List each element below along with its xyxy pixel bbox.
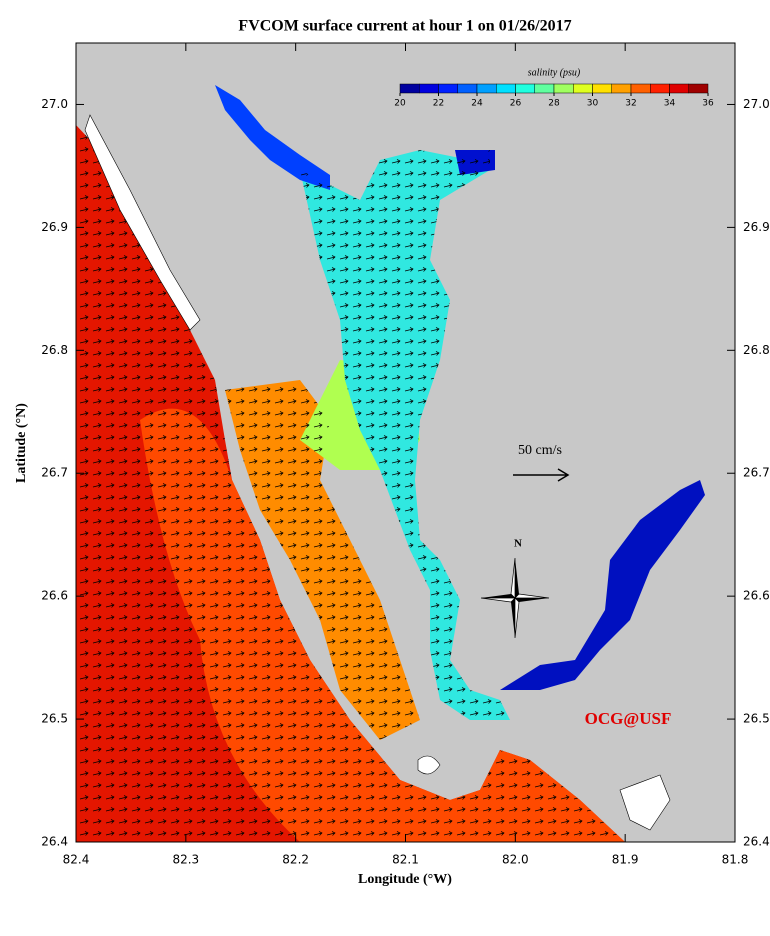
x-tick-label: 82.4 (63, 853, 90, 867)
current-vectors (225, 150, 510, 740)
y-tick-label: 26.8 (743, 343, 770, 357)
x-tick-label: 82.3 (172, 853, 199, 867)
y-axis-label: Latitude (°N) (14, 403, 29, 483)
y-tick-label: 26.7 (743, 466, 770, 480)
colorbar-label: salinity (psu) (528, 67, 581, 78)
colorbar-bin (630, 83, 651, 94)
colorbar-bin (592, 83, 612, 94)
colorbar-bin (419, 83, 439, 94)
map-area (76, 43, 735, 842)
compass: N (480, 538, 550, 639)
colorbar-bin (496, 83, 516, 94)
y-tick-label: 26.4 (743, 835, 770, 849)
river-water (215, 85, 330, 190)
x-axis-label: Longitude (°W) (358, 872, 452, 887)
colorbar-bin (650, 83, 670, 94)
colorbar-tick-label: 34 (664, 99, 676, 109)
y-tick-label: 26.9 (743, 220, 770, 234)
title: FVCOM surface current at hour 1 on 01/26… (238, 18, 571, 35)
island (417, 755, 441, 775)
y-tick-label: 26.9 (41, 220, 68, 234)
scale-arrow-shape (513, 468, 570, 482)
colorbar-bin (399, 83, 420, 94)
y-tick-label: 27.0 (743, 97, 770, 111)
y-tick-label: 26.8 (41, 343, 68, 357)
colorbar-tick-label: 36 (702, 99, 714, 109)
colorbar-bin (611, 83, 632, 94)
colorbar-bin (688, 83, 709, 94)
x-tick-label: 81.8 (722, 853, 749, 867)
y-tick-label: 27.0 (41, 97, 68, 111)
y-tick-label: 26.6 (41, 589, 68, 603)
colorbar-tick-label: 32 (625, 99, 636, 109)
y-tick-label: 26.4 (41, 835, 68, 849)
colorbar-bin (457, 83, 478, 94)
credit: OCG@USF (585, 709, 672, 728)
colorbar-bin (573, 83, 593, 94)
colorbar-bin (553, 83, 574, 94)
colorbar-bin (438, 83, 458, 94)
y-tick-label: 26.7 (41, 466, 68, 480)
colorbar-tick-label: 26 (510, 99, 522, 109)
colorbar-tick-label: 24 (471, 99, 483, 109)
colorbar-tick-label: 30 (587, 99, 599, 109)
scale-label: 50 cm/s (518, 443, 562, 458)
x-tick-label: 82.0 (502, 853, 529, 867)
barrier-island (84, 114, 201, 331)
x-tick-label: 81.9 (612, 853, 639, 867)
colorbar-bin (534, 83, 555, 94)
island (619, 774, 671, 831)
colorbar-bin (476, 83, 497, 94)
colorbar-tick-label: 28 (548, 99, 560, 109)
x-tick-label: 82.1 (392, 853, 419, 867)
colorbar-bin (515, 83, 535, 94)
colorbar-bin (669, 83, 689, 94)
colorbar: salinity (psu) 20 22 24 26 28 30 32 34 36 (394, 67, 714, 108)
colorbar-tick-label: 20 (394, 99, 406, 109)
colorbar-tick-label: 22 (433, 99, 444, 109)
scale-arrow: 50 cm/s (513, 443, 570, 482)
river-water (500, 480, 705, 690)
x-tick-label: 82.2 (282, 853, 309, 867)
y-tick-label: 26.5 (743, 712, 770, 726)
current-vectors (76, 125, 625, 842)
y-tick-label: 26.6 (743, 589, 770, 603)
compass-label: N (514, 538, 522, 550)
y-tick-label: 26.5 (41, 712, 68, 726)
